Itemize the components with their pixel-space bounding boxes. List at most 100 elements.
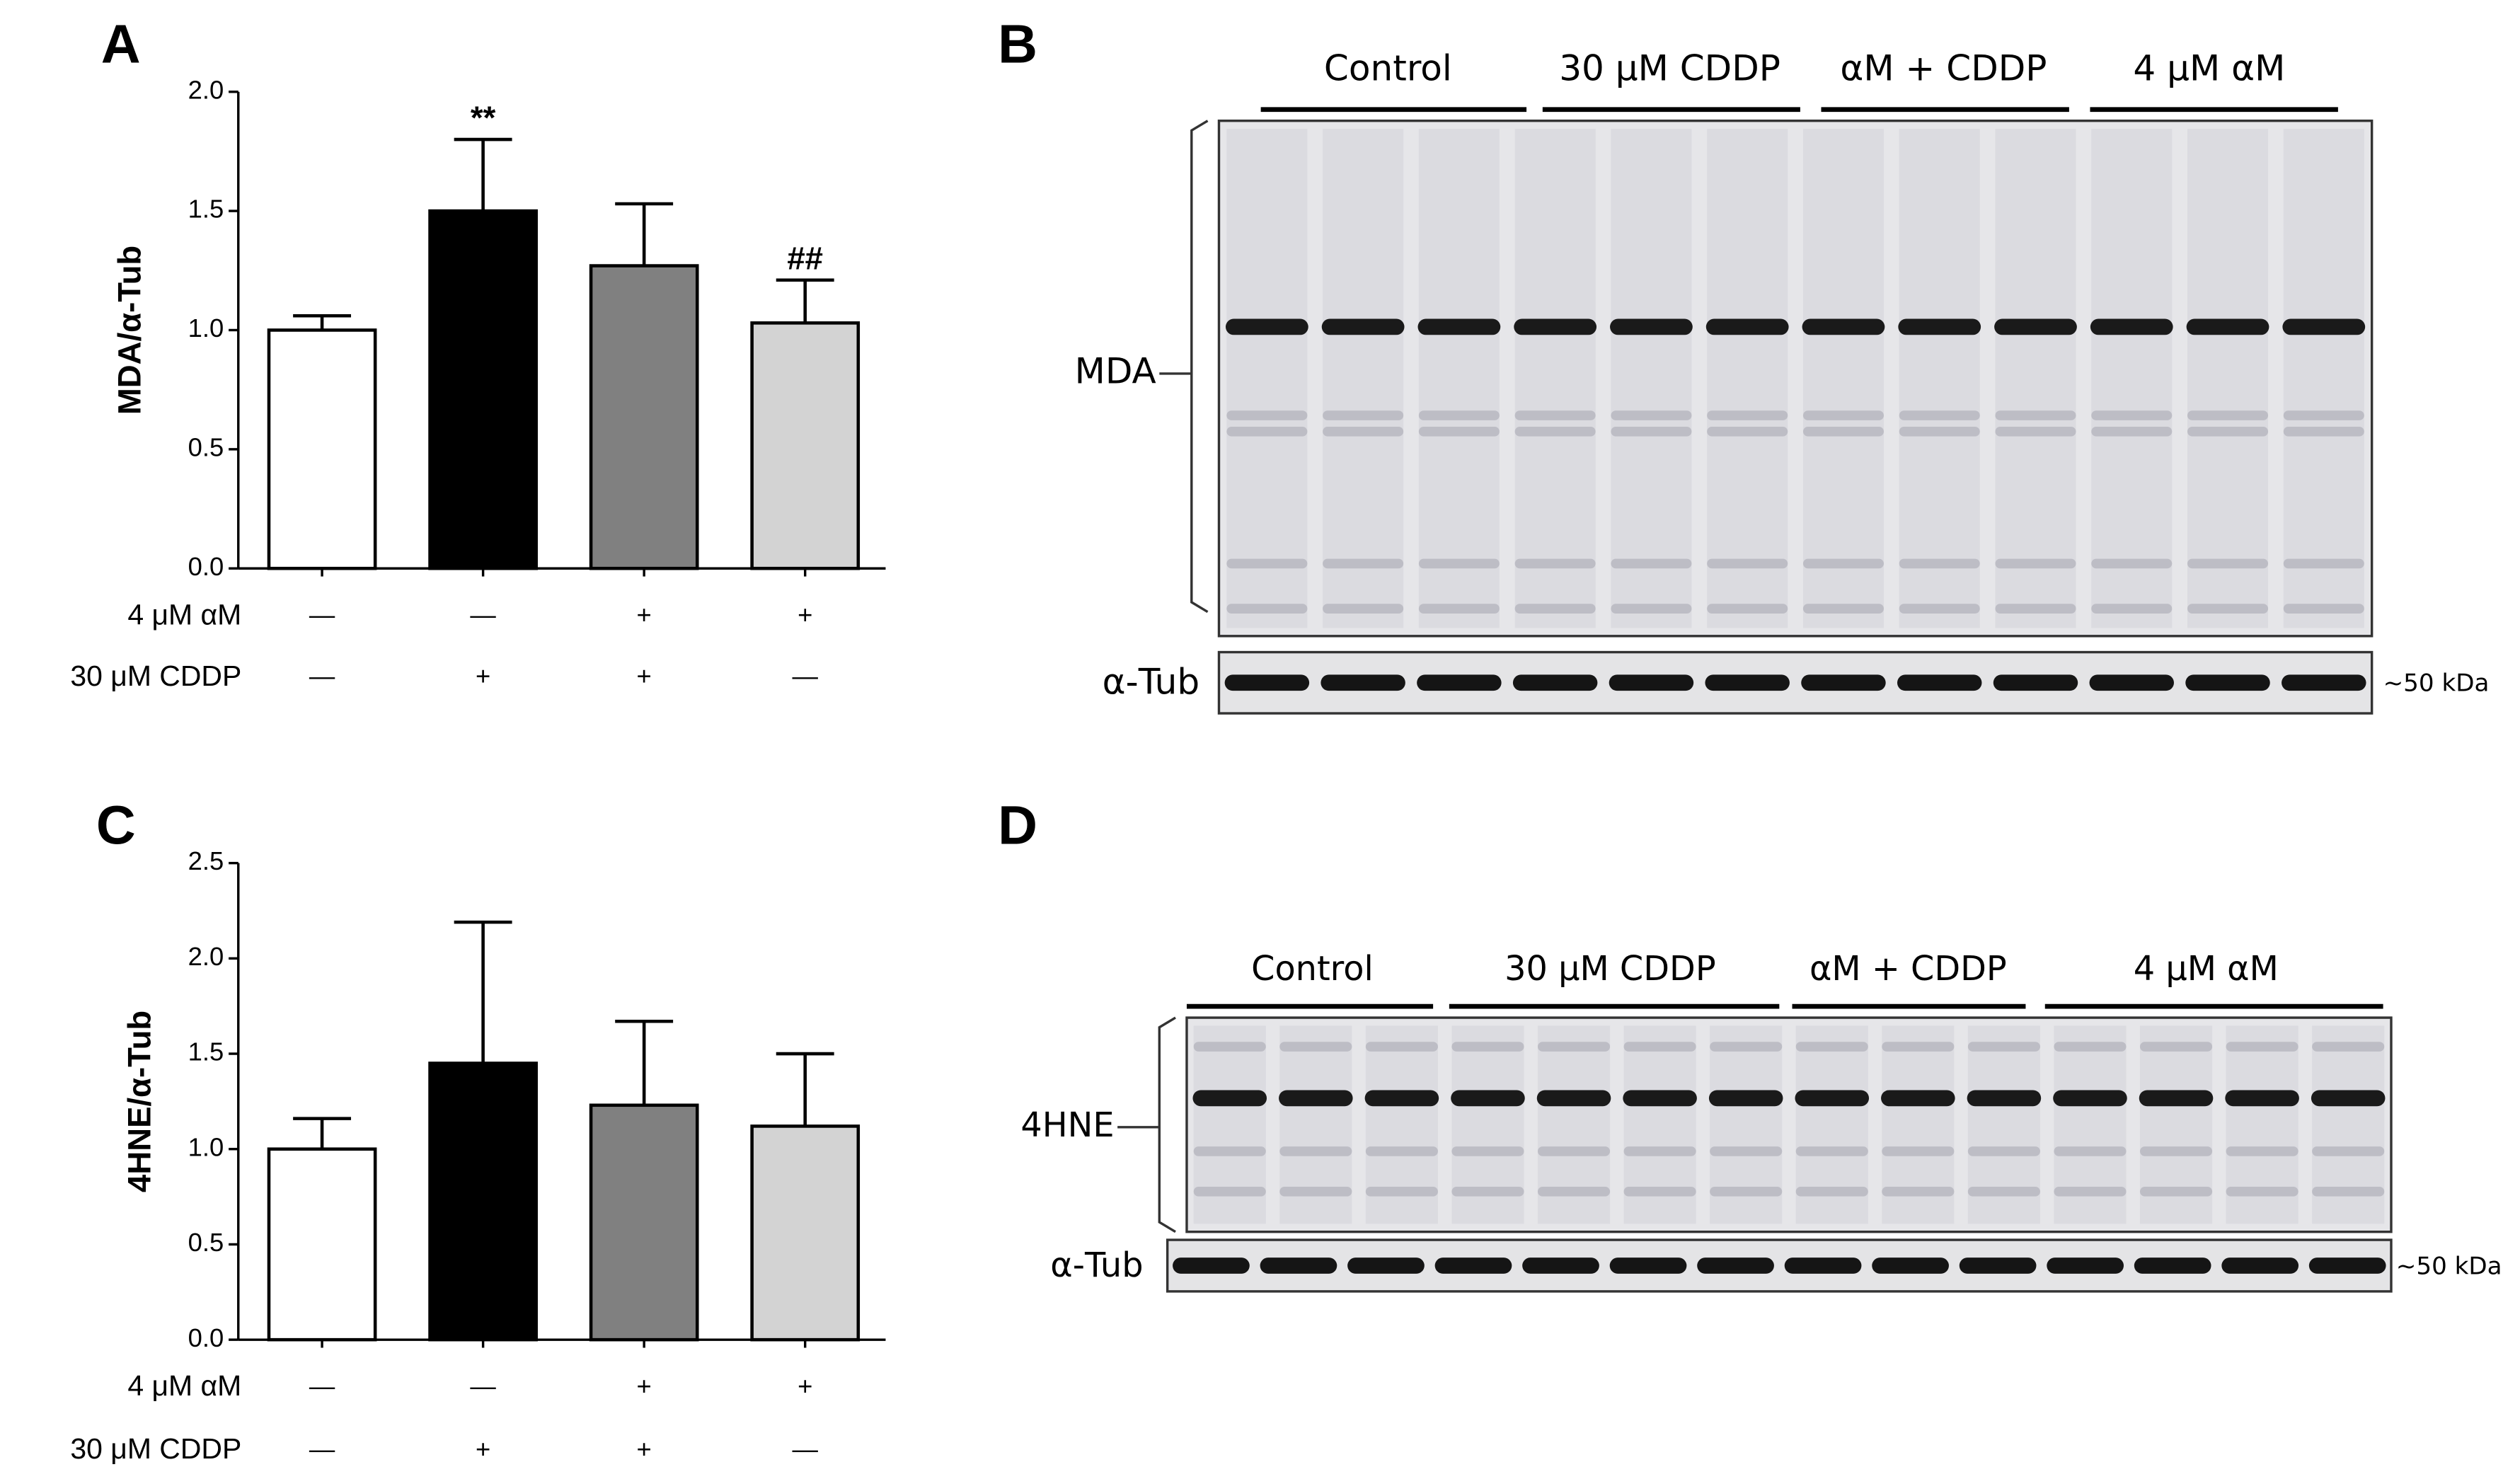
faint-band xyxy=(1323,558,1404,569)
lane-smear xyxy=(1514,129,1596,628)
faint-band xyxy=(1623,1042,1696,1052)
tubulin-band xyxy=(2134,1258,2211,1274)
lane-smear xyxy=(1611,129,1692,628)
faint-band xyxy=(1514,558,1596,569)
group-label: 4 μM αM xyxy=(2133,48,2285,89)
faint-band xyxy=(2226,1146,2299,1156)
y-tick-label: 0.5 xyxy=(188,432,224,461)
tubulin-strip xyxy=(1217,650,2374,715)
main-band xyxy=(1321,318,1405,335)
treatment-value: — xyxy=(470,1371,496,1400)
treatment-name: 4 μM αM xyxy=(127,1369,241,1402)
group-label: αM + CDDP xyxy=(1810,950,2007,989)
y-tick-label: 0.5 xyxy=(188,1228,224,1257)
faint-band xyxy=(2139,1186,2213,1197)
y-axis-label: 4HNE/α-Tub xyxy=(121,1011,157,1192)
tubulin-band xyxy=(1321,674,1405,691)
tubulin-band xyxy=(1173,1258,1250,1274)
tubulin-band xyxy=(2221,1258,2299,1274)
faint-band xyxy=(2187,427,2269,437)
faint-band xyxy=(1323,604,1404,614)
faint-band xyxy=(1995,604,2076,614)
blot-membrane xyxy=(1217,119,2374,638)
y-tick-label: 1.0 xyxy=(188,313,224,343)
faint-band xyxy=(1995,427,2076,437)
treatment-name: 4 μM αM xyxy=(127,598,241,631)
faint-band xyxy=(1611,427,1692,437)
loading-label: α-Tub xyxy=(1050,1246,1143,1285)
faint-band xyxy=(1802,427,1884,437)
main-band xyxy=(1705,318,1789,335)
tubulin-band xyxy=(1224,674,1310,691)
main-band xyxy=(1192,1090,1267,1107)
faint-band xyxy=(1967,1186,2040,1197)
tubulin-band xyxy=(2089,674,2174,691)
treatment-value: + xyxy=(637,1434,652,1463)
faint-band xyxy=(1795,1042,1868,1052)
faint-band xyxy=(2187,558,2269,569)
main-band xyxy=(1994,318,2077,335)
y-tick-label: 0.0 xyxy=(188,552,224,581)
main-band xyxy=(2139,1090,2214,1107)
faint-band xyxy=(1707,604,1788,614)
main-band xyxy=(1225,318,1308,335)
faint-band xyxy=(1802,410,1884,420)
treatment-value: — xyxy=(793,662,819,691)
bracket xyxy=(1190,120,1209,614)
faint-band xyxy=(2283,558,2364,569)
main-band xyxy=(2186,318,2269,335)
tubulin-band xyxy=(1609,674,1694,691)
lane-smear xyxy=(1707,129,1788,628)
faint-band xyxy=(1193,1146,1266,1156)
faint-band xyxy=(2283,410,2364,420)
lane-smear xyxy=(1226,129,1308,628)
faint-band xyxy=(1882,1042,1955,1052)
faint-band xyxy=(1967,1042,2040,1052)
significance-label: ## xyxy=(787,240,823,276)
tubulin-band xyxy=(1347,1258,1425,1274)
group-label: 4 μM αM xyxy=(2134,950,2279,989)
main-band xyxy=(1708,1090,1783,1107)
faint-band xyxy=(1226,604,1308,614)
main-band xyxy=(1802,318,1885,335)
faint-band xyxy=(2187,604,2269,614)
faint-band xyxy=(1323,410,1404,420)
group-label: αM + CDDP xyxy=(1840,48,2047,89)
bar xyxy=(428,209,538,570)
loading-label: α-Tub xyxy=(1103,662,1200,703)
marker-label: ~50 kDa xyxy=(2396,1252,2502,1280)
tubulin-band xyxy=(2047,1258,2124,1274)
faint-band xyxy=(1899,558,1980,569)
lane-smear xyxy=(1802,129,1884,628)
marker-label: ~50 kDa xyxy=(2383,669,2490,698)
faint-band xyxy=(1365,1042,1438,1052)
tubulin-band xyxy=(1959,1258,2037,1274)
treatment-value: + xyxy=(476,1434,490,1463)
tubulin-band xyxy=(1522,1258,1599,1274)
faint-band xyxy=(1710,1042,1783,1052)
lane-smear xyxy=(1995,129,2076,628)
tubulin-band xyxy=(1993,674,2078,691)
tubulin-band xyxy=(2185,674,2270,691)
panel-letter: D xyxy=(998,795,1037,856)
faint-band xyxy=(2091,558,2173,569)
main-band xyxy=(1417,318,1501,335)
faint-band xyxy=(1611,558,1692,569)
faint-band xyxy=(1623,1146,1696,1156)
y-tick-label: 1.5 xyxy=(188,195,224,224)
faint-band xyxy=(1707,427,1788,437)
bar xyxy=(267,328,377,570)
faint-band xyxy=(1882,1146,1955,1156)
faint-band xyxy=(2312,1146,2385,1156)
faint-band xyxy=(1795,1146,1868,1156)
treatment-value: + xyxy=(637,1371,652,1400)
treatment-value: — xyxy=(309,1371,335,1400)
faint-band xyxy=(2091,427,2173,437)
bracket xyxy=(1158,1016,1176,1233)
faint-band xyxy=(1418,558,1500,569)
faint-band xyxy=(1995,410,2076,420)
significance-label: ** xyxy=(471,100,496,136)
y-tick-label: 1.5 xyxy=(188,1037,224,1066)
main-band xyxy=(2225,1090,2299,1107)
main-band xyxy=(2311,1090,2386,1107)
